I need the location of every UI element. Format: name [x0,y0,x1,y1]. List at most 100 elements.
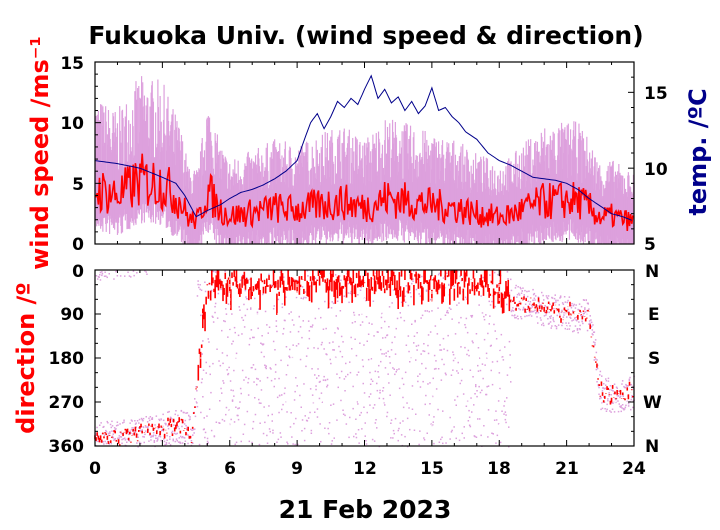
direction-point [206,437,209,440]
direction-point [477,418,479,420]
direction-point [244,314,247,317]
direction-point [340,335,343,338]
direction-point [186,427,188,430]
direction-point [491,300,493,303]
direction-point [322,379,325,381]
direction-point [396,369,398,371]
direction-point [389,362,391,364]
direction-point [419,386,422,388]
direction-point [515,284,517,287]
direction-point [290,412,292,414]
direction-point [568,328,571,330]
direction-point [418,443,420,446]
direction-point [264,421,266,424]
direction-point [119,423,121,425]
direction-point [244,289,247,292]
direction-point [148,419,151,422]
direction-point [260,342,262,344]
speed-tick-10: 10 [60,114,84,134]
direction-point [376,382,378,385]
direction-point [181,436,183,439]
direction-point [268,326,271,328]
direction-point [331,440,333,442]
direction-point [276,441,278,443]
direction-point [336,300,339,302]
direction-point [404,371,407,374]
direction-point [427,334,430,336]
direction-point [299,358,302,361]
direction-point [280,359,282,362]
direction-point [145,416,147,418]
mean-speed-series [95,153,634,231]
direction-point [107,434,110,437]
direction-point [333,349,335,351]
direction-point [382,387,385,389]
direction-point [453,285,455,287]
direction-point [353,311,355,314]
direction-point [281,394,283,396]
direction-point [128,440,131,442]
direction-point [388,382,390,384]
direction-point [479,357,481,359]
direction-point [445,442,447,444]
direction-point [627,402,630,405]
direction-point [557,299,559,302]
direction-point [495,419,498,421]
direction-point [406,291,408,293]
direction-point [144,426,147,428]
direction-point [422,350,424,352]
direction-point [260,402,262,404]
direction-point [532,299,534,301]
direction-point [210,289,213,292]
direction-point [607,380,610,382]
direction-point [176,432,178,435]
direction-point [172,439,174,442]
direction-point [582,322,584,325]
direction-point [576,328,579,330]
direction-point [422,380,424,383]
direction-point [375,272,377,274]
direction-point [349,292,352,295]
direction-point [555,325,558,328]
direction-point [249,337,251,340]
direction-point [345,362,347,365]
direction-point [253,336,255,339]
direction-point [628,378,631,381]
direction-point [238,306,240,308]
compass-tick-n-top: N [645,262,659,282]
direction-point [302,297,304,300]
direction-point [456,304,458,306]
direction-point [270,368,272,370]
direction-point [334,274,337,276]
direction-point [283,327,285,330]
direction-point [377,371,379,373]
direction-point [110,426,112,429]
direction-point [552,319,554,321]
direction-point [477,347,480,349]
direction-point [335,315,337,317]
direction-point [203,417,205,419]
direction-point [579,324,581,327]
direction-point [471,340,474,342]
direction-point [471,411,473,413]
direction-point [560,311,563,314]
direction-point [131,420,133,422]
direction-point [134,420,136,422]
direction-point [357,294,359,296]
direction-point [362,365,364,368]
direction-point [518,292,520,295]
direction-point [493,271,496,274]
direction-point [529,301,532,303]
direction-point [264,364,266,366]
direction-point [492,433,494,435]
direction-point [271,413,273,416]
direction-point [351,322,354,324]
direction-point [519,286,521,289]
direction-point [466,400,469,403]
direction-point [500,333,503,336]
direction-point [254,297,256,300]
direction-point [594,358,597,360]
direction-point [293,422,295,425]
direction-point [550,315,552,317]
direction-point [541,291,543,294]
